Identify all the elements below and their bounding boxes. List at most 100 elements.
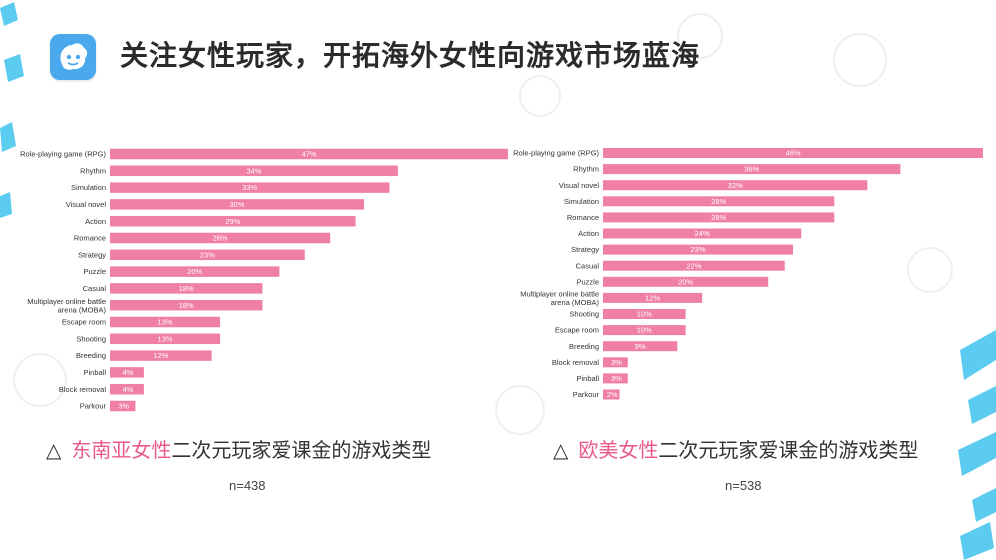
value-label-12: 12%: [153, 351, 168, 360]
bar-4: [110, 215, 356, 227]
bar-4: [603, 212, 835, 223]
bar-2: [110, 182, 390, 193]
sample-size-southeast-asia: n=438: [229, 478, 266, 493]
bar-9: [110, 299, 263, 311]
category-label-2: Visual novel: [559, 181, 600, 190]
bar-11: [603, 325, 686, 336]
bar-3: [110, 199, 365, 210]
value-label-5: 24%: [695, 229, 710, 238]
caption-text: 二次元玩家爱课金的游戏类型: [171, 438, 432, 462]
chart-caption-southeast-asia: △ 东南亚女性二次元玩家爱课金的游戏类型: [46, 434, 431, 463]
bar-9: [603, 292, 703, 303]
value-label-13: 3%: [611, 358, 622, 367]
category-label-15: Parkour: [573, 390, 600, 399]
value-label-2: 32%: [728, 181, 743, 190]
bar-8: [110, 283, 263, 294]
value-label-1: 36%: [744, 165, 759, 174]
triangle-outline-icon: △: [553, 438, 569, 462]
bar-7: [110, 266, 280, 277]
category-label-4: Action: [85, 217, 106, 226]
category-label-10: Escape room: [62, 318, 106, 327]
value-label-9: 18%: [179, 301, 194, 310]
bar-15: [603, 389, 620, 400]
value-label-7: 20%: [187, 267, 202, 276]
category-label-7: Puzzle: [83, 267, 106, 276]
category-label-8: Puzzle: [576, 277, 599, 286]
value-label-10: 10%: [637, 310, 652, 319]
bar-12: [603, 341, 678, 352]
bar-12: [110, 350, 212, 361]
game-logo: [50, 34, 96, 80]
caption-highlight: 欧美女性: [578, 438, 659, 462]
bar-13: [110, 367, 144, 378]
value-label-10: 13%: [158, 318, 173, 327]
category-label-0: Role-playing game (RPG): [513, 149, 599, 158]
category-label-5: Romance: [74, 234, 106, 243]
value-label-3: 28%: [711, 197, 726, 206]
category-label-10: Shooting: [569, 310, 599, 319]
value-label-7: 22%: [686, 261, 701, 270]
page-title: 关注女性玩家，开拓海外女性向游戏市场蓝海: [120, 39, 701, 72]
bar-13: [603, 357, 628, 368]
category-label-11: Escape room: [555, 326, 599, 335]
category-label-0: Role-playing game (RPG): [20, 150, 106, 159]
category-label-12: Breeding: [569, 342, 599, 351]
value-label-3: 30%: [230, 200, 245, 209]
category-label-6: Strategy: [78, 250, 106, 259]
value-label-9: 12%: [645, 294, 660, 303]
bar-chart-europe-america: Role-playing game (RPG) 46% Rhythm 36% Visua…: [513, 148, 983, 400]
value-label-8: 20%: [678, 277, 693, 286]
category-label-1: Rhythm: [573, 165, 599, 174]
value-label-11: 10%: [637, 326, 652, 335]
bar-1: [603, 164, 901, 175]
category-label-11: Shooting: [76, 334, 106, 343]
category-label-2: Simulation: [71, 183, 106, 192]
value-label-4: 28%: [711, 213, 726, 222]
value-label-11: 13%: [158, 334, 173, 343]
value-label-4: 29%: [225, 217, 240, 226]
category-label-6: Strategy: [571, 245, 599, 254]
caption-highlight: 东南亚女性: [71, 438, 172, 462]
value-label-15: 2%: [607, 390, 618, 399]
value-label-0: 47%: [301, 150, 316, 159]
value-label-1: 34%: [246, 166, 261, 175]
category-label-5: Action: [578, 229, 599, 238]
bar-6: [110, 249, 305, 261]
category-label-1: Rhythm: [80, 166, 106, 175]
value-label-14: 4%: [123, 385, 134, 394]
value-label-8: 18%: [179, 284, 194, 293]
bar-1: [110, 165, 398, 177]
bar-0: [603, 148, 983, 158]
bar-chart-southeast-asia: Role-playing game (RPG) 47% Rhythm 34% Simul…: [20, 148, 508, 412]
chart-caption-europe-america: △ 欧美女性二次元玩家爱课金的游戏类型: [553, 434, 918, 463]
value-label-14: 3%: [611, 374, 622, 383]
category-label-3: Simulation: [564, 197, 599, 206]
game-logo-icon: [60, 43, 88, 70]
category-label-9: Multiplayer online battle arena (MOBA): [520, 290, 599, 308]
value-label-13: 4%: [123, 368, 134, 377]
category-label-15: Parkour: [80, 402, 107, 411]
category-label-8: Casual: [83, 284, 107, 293]
sample-size-europe-america: n=538: [725, 478, 762, 493]
bar-10: [110, 316, 221, 328]
bar-10: [603, 309, 686, 319]
value-label-6: 23%: [200, 250, 215, 259]
triangle-outline-icon: △: [46, 438, 62, 462]
category-label-12: Breeding: [76, 351, 106, 360]
category-label-4: Romance: [567, 213, 599, 222]
value-label-0: 46%: [785, 149, 800, 158]
bar-5: [110, 232, 331, 244]
bar-8: [603, 276, 769, 287]
category-label-9: Multiplayer online battle arena (MOBA): [27, 297, 106, 315]
category-label-13: Block removal: [552, 358, 599, 367]
value-label-6: 23%: [690, 245, 705, 254]
bar-5: [603, 228, 802, 239]
category-label-13: Pinball: [83, 368, 106, 377]
bar-3: [603, 196, 835, 207]
bar-14: [110, 383, 144, 395]
value-label-2: 33%: [242, 183, 257, 192]
category-label-3: Visual novel: [66, 200, 107, 209]
bar-14: [603, 373, 628, 384]
bar-2: [603, 180, 868, 191]
